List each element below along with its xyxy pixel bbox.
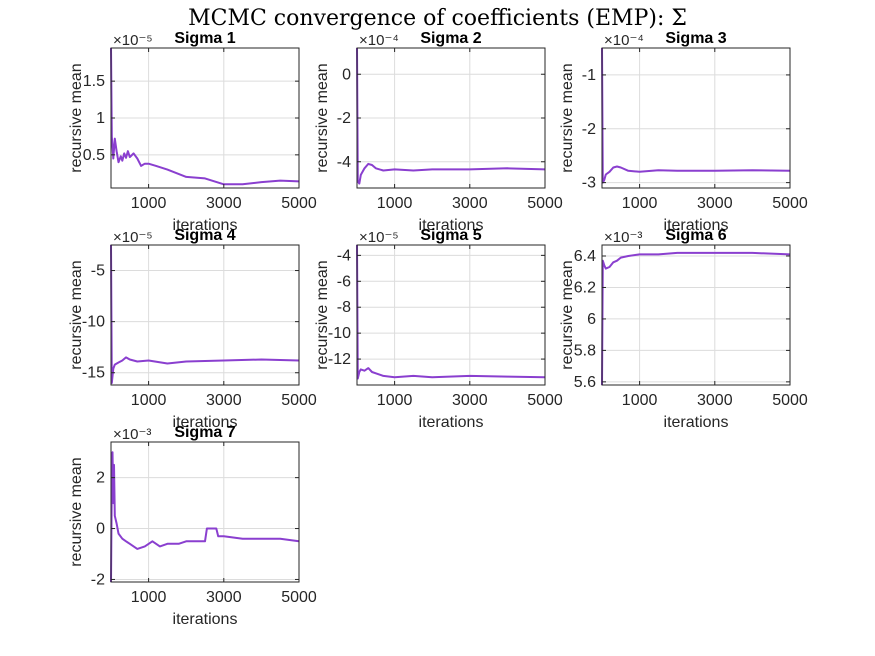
x-axis-label: iterations <box>419 414 484 431</box>
y-tick-label: -15 <box>82 365 105 382</box>
y-tick-label: -12 <box>328 351 351 368</box>
x-tick-label: 5000 <box>281 195 317 212</box>
y-tick-label: 0 <box>96 521 105 538</box>
y-tick-label: 1.5 <box>83 73 105 90</box>
x-tick-label: 3000 <box>452 195 488 212</box>
y-tick-label: -2 <box>91 571 105 588</box>
y-axis-label: recursive mean <box>68 260 85 369</box>
x-tick-label: 1000 <box>622 195 658 212</box>
series-line <box>356 244 546 380</box>
x-axis-label: iterations <box>173 611 238 628</box>
series-line <box>601 47 791 184</box>
x-tick-label: 5000 <box>281 392 317 409</box>
axes-frame <box>110 244 300 386</box>
y-tick-label: 6 <box>587 311 596 328</box>
x-tick-label: 1000 <box>131 589 167 606</box>
y-tick-label: -1 <box>582 67 596 84</box>
x-axis-label: iterations <box>664 217 729 234</box>
series-line <box>601 251 791 386</box>
y-tick-label: 0 <box>342 66 351 83</box>
axis-exponent-label: ×10⁻³ <box>604 229 642 246</box>
x-axis-label: iterations <box>173 217 238 234</box>
y-tick-label: -3 <box>582 175 596 192</box>
x-axis-label: iterations <box>664 414 729 431</box>
y-axis-label: recursive mean <box>314 260 331 369</box>
y-axis-label: recursive mean <box>68 457 85 566</box>
x-tick-label: 1000 <box>377 195 413 212</box>
panel-title: Sigma 3 <box>665 30 726 47</box>
y-axis-label: recursive mean <box>68 63 85 172</box>
x-tick-label: 5000 <box>527 195 563 212</box>
x-tick-label: 3000 <box>206 392 242 409</box>
axes-frame <box>356 244 546 386</box>
y-tick-label: 1 <box>96 110 105 127</box>
subplot-sigma-3: 1000 3000 5000 -3 -2 -1 ×10⁻⁴ Sigma 3 iterations… <box>559 30 808 234</box>
axis-exponent-label: ×10⁻⁴ <box>604 32 644 49</box>
y-tick-label: 0.5 <box>83 147 105 164</box>
panel-title: Sigma 7 <box>174 424 235 441</box>
series-line <box>110 244 300 384</box>
x-tick-label: 5000 <box>772 392 808 409</box>
panel-title: Sigma 6 <box>665 227 726 244</box>
panel-title: Sigma 5 <box>420 227 481 244</box>
x-tick-label: 3000 <box>697 195 733 212</box>
x-axis-label: iterations <box>173 414 238 431</box>
x-tick-label: 1000 <box>622 392 658 409</box>
y-tick-label: -8 <box>337 299 351 316</box>
subplot-sigma-6: 1000 3000 5000 5.6 5.8 6 6.2 6.4 ×10⁻³ Sigma 6 ite… <box>559 227 808 431</box>
y-tick-label: 6.4 <box>574 248 596 265</box>
y-tick-label: -2 <box>337 110 351 127</box>
x-tick-label: 1000 <box>131 392 167 409</box>
subplot-sigma-4: 1000 3000 5000 -15 -10 -5 ×10⁻⁵ Sigma 4 iteratio… <box>68 227 317 431</box>
panel-title: Sigma 1 <box>174 30 235 47</box>
axis-exponent-label: ×10⁻⁵ <box>113 32 153 49</box>
x-tick-label: 5000 <box>772 195 808 212</box>
axes-frame <box>601 244 791 386</box>
y-tick-label: 5.6 <box>574 374 596 391</box>
axis-exponent-label: ×10⁻³ <box>113 426 151 443</box>
axis-exponent-label: ×10⁻⁴ <box>359 32 399 49</box>
y-tick-label: 2 <box>96 470 105 487</box>
axes-frame <box>601 47 791 189</box>
axes-frame <box>110 441 300 583</box>
x-axis-label: iterations <box>419 217 484 234</box>
panel-title: Sigma 2 <box>420 30 481 47</box>
y-tick-label: -5 <box>91 263 105 280</box>
y-axis-label: recursive mean <box>559 63 576 172</box>
axis-exponent-label: ×10⁻⁵ <box>359 229 399 246</box>
x-tick-label: 5000 <box>281 589 317 606</box>
y-tick-label: -4 <box>337 154 351 171</box>
subplot-sigma-5: 1000 3000 5000 -12 -10 -8 -6 -4 ×10⁻⁵ Sigma 5 iter… <box>314 227 563 431</box>
series-line <box>356 47 546 185</box>
axis-exponent-label: ×10⁻⁵ <box>113 229 153 246</box>
figure-title: MCMC convergence of coefficients (EMP): … <box>188 6 687 31</box>
x-tick-label: 3000 <box>697 392 733 409</box>
y-tick-label: -10 <box>328 325 351 342</box>
y-tick-label: 6.2 <box>574 279 596 296</box>
series-line <box>110 47 300 186</box>
x-tick-label: 1000 <box>377 392 413 409</box>
x-tick-label: 1000 <box>131 195 167 212</box>
x-tick-label: 3000 <box>452 392 488 409</box>
y-tick-label: -6 <box>337 273 351 290</box>
subplot-sigma-1: 1000 3000 5000 0.5 1 1.5 ×10⁻⁵ Sigma 1 iteration… <box>68 30 317 234</box>
x-tick-label: 3000 <box>206 589 242 606</box>
subplot-sigma-2: 1000 3000 5000 -4 -2 0 ×10⁻⁴ Sigma 2 iterations r… <box>314 30 563 234</box>
y-tick-label: -10 <box>82 314 105 331</box>
y-tick-label: 5.8 <box>574 342 596 359</box>
y-tick-label: -4 <box>337 247 351 264</box>
y-tick-label: -2 <box>582 121 596 138</box>
series-line <box>110 451 300 583</box>
y-axis-label: recursive mean <box>559 260 576 369</box>
panel-title: Sigma 4 <box>174 227 235 244</box>
x-tick-label: 3000 <box>206 195 242 212</box>
x-tick-label: 5000 <box>527 392 563 409</box>
y-axis-label: recursive mean <box>314 63 331 172</box>
subplot-sigma-7: 1000 3000 5000 -2 0 2 ×10⁻³ Sigma 7 iterations re… <box>68 424 317 628</box>
